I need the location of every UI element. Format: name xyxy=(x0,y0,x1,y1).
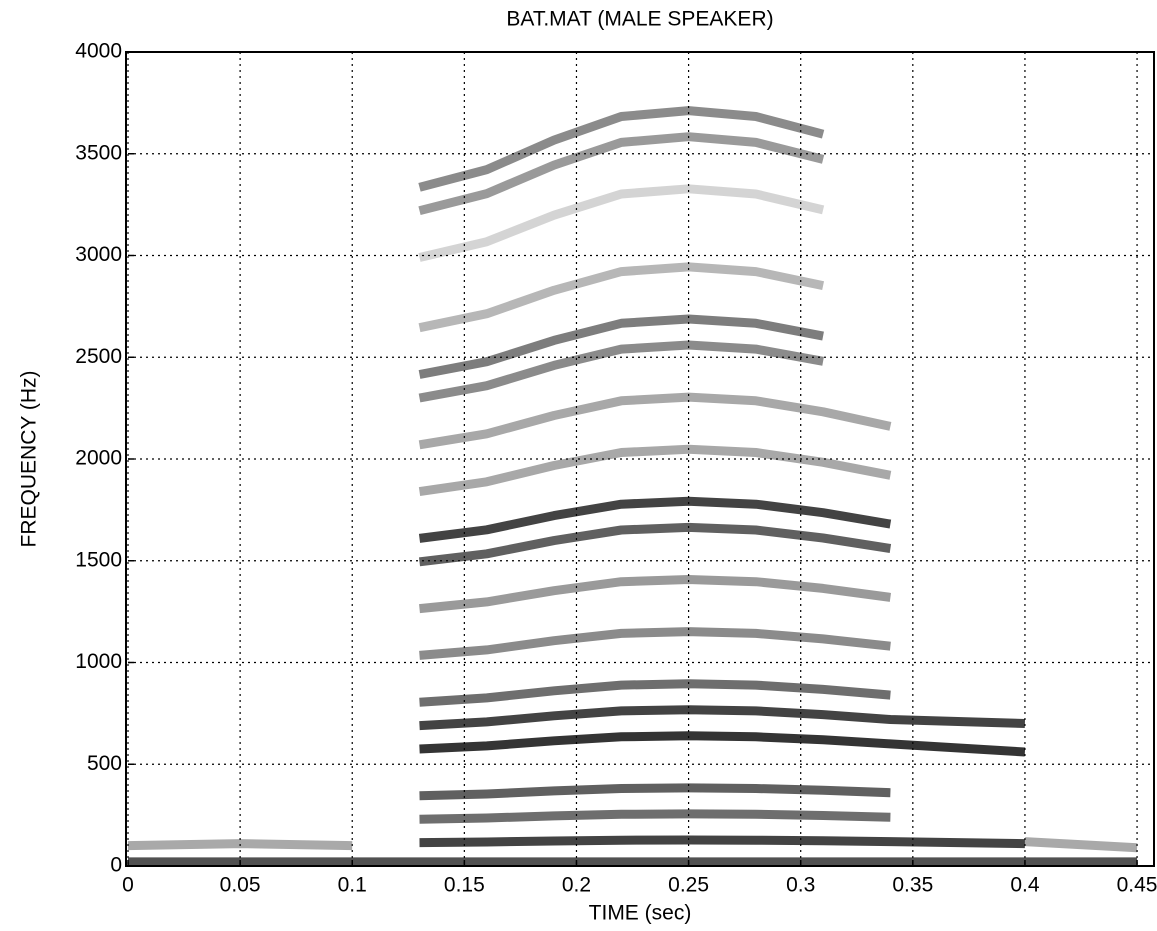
harmonic-track xyxy=(419,809,891,824)
harmonic-track xyxy=(419,627,891,660)
plot-data xyxy=(127,106,1138,866)
x-tick-label: 0.35 xyxy=(892,874,933,897)
chart-title: BAT.MAT (MALE SPEAKER) xyxy=(506,8,773,31)
harmonic-track xyxy=(418,522,892,567)
harmonic-track xyxy=(418,262,825,333)
harmonic-track xyxy=(418,392,892,450)
y-tick-label: 2500 xyxy=(75,345,122,368)
x-axis-label: TIME (sec) xyxy=(589,902,692,925)
harmonic-track xyxy=(419,783,891,801)
y-tick-label: 3000 xyxy=(75,243,122,266)
y-tick-label: 3500 xyxy=(75,141,122,164)
y-tick-label: 1000 xyxy=(75,650,122,673)
x-tick-label: 0.15 xyxy=(444,874,485,897)
harmonic-track xyxy=(419,575,891,614)
x-tick-label: 0.25 xyxy=(668,874,709,897)
harmonic-track xyxy=(419,705,1026,731)
harmonic-track xyxy=(418,444,892,497)
harmonic-track xyxy=(418,496,892,543)
x-tick-label: 0.45 xyxy=(1117,874,1157,897)
x-tick-label: 0.4 xyxy=(1010,874,1040,897)
y-axis-label: FREQUENCY (Hz) xyxy=(18,371,41,548)
plot-frame xyxy=(125,51,1155,867)
harmonic-track xyxy=(419,679,891,707)
harmonic-track xyxy=(418,184,825,262)
harmonic-track xyxy=(419,731,1026,757)
x-tick-label: 0.2 xyxy=(562,874,591,897)
x-tick-label: 0 xyxy=(122,874,134,897)
harmonic-track xyxy=(419,835,1025,849)
x-tick-label: 0.3 xyxy=(786,874,815,897)
harmonic-track xyxy=(418,314,824,379)
harmonic-track xyxy=(418,106,825,192)
x-tick-label: 0.1 xyxy=(338,874,367,897)
y-tick-label: 1500 xyxy=(75,548,122,571)
y-tick-label: 500 xyxy=(87,752,122,775)
harmonic-track xyxy=(418,340,824,403)
y-tick-label: 2000 xyxy=(75,447,122,470)
harmonic-track xyxy=(127,837,1138,853)
y-tick-label: 0 xyxy=(110,854,122,877)
y-tick-label: 4000 xyxy=(75,40,122,63)
harmonic-track xyxy=(418,132,825,216)
x-tick-label: 0.05 xyxy=(220,874,261,897)
